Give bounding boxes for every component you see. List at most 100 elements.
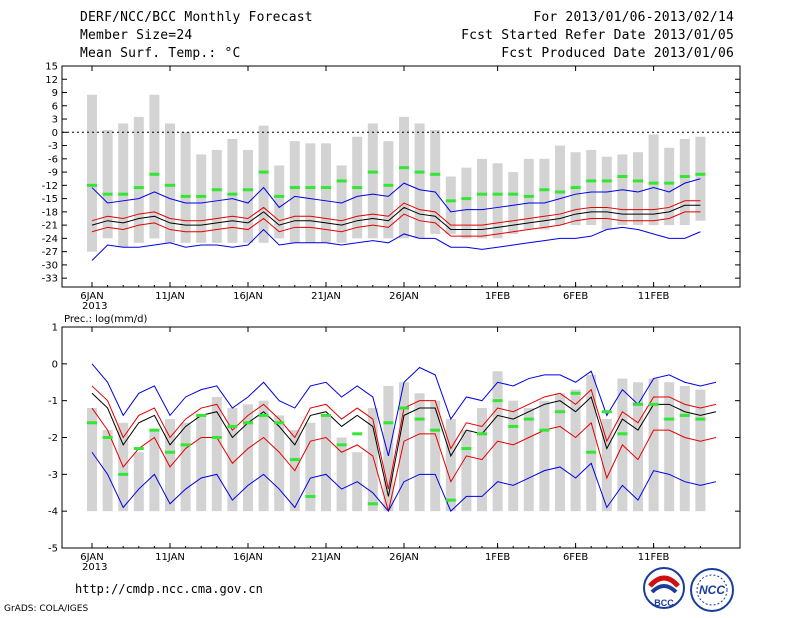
ensemble-spread-bar: [227, 408, 238, 512]
observed-marker: [461, 447, 472, 451]
observed-marker: [258, 170, 269, 174]
ensemble-spread-bar: [586, 149, 597, 226]
x-tick-label: 16JAN: [233, 552, 263, 563]
observed-marker: [352, 186, 363, 190]
series-line-inner_lower: [91, 407, 717, 512]
ensemble-spread-bar: [570, 389, 581, 512]
ensemble-spread-bar: [679, 385, 690, 512]
observed-marker: [430, 172, 441, 176]
observed-marker: [601, 179, 612, 183]
ensemble-spread-bar: [430, 130, 441, 234]
ensemble-spread-bar: [555, 393, 565, 512]
y-tick-label: 0: [52, 359, 58, 370]
ensemble-spread-bar: [196, 154, 207, 243]
ensemble-spread-bar: [118, 123, 129, 248]
observed-marker: [679, 175, 690, 178]
observed-marker: [664, 181, 675, 185]
observed-marker: [648, 181, 659, 185]
year-label: 2013: [82, 562, 107, 573]
x-tick-label: 1FEB: [485, 552, 510, 563]
y-tick-label: 1: [52, 323, 58, 334]
ensemble-spread-bar: [664, 382, 675, 512]
variable-label: Mean Surf. Temp.: °C: [80, 46, 241, 61]
year-label: 2013: [82, 301, 107, 312]
series-line-inner_lower: [91, 211, 701, 237]
ensemble-spread-bar: [523, 158, 534, 230]
ensemble-spread-bar: [477, 158, 487, 239]
ensemble-spread-bar: [633, 382, 643, 512]
ensemble-spread-bar: [211, 149, 222, 243]
observed-marker: [321, 186, 331, 190]
observed-marker: [87, 183, 97, 187]
observed-marker: [679, 413, 690, 417]
y-tick-label: -5: [48, 544, 58, 555]
observed-marker: [508, 424, 519, 428]
y-tick-label: -3: [48, 470, 58, 481]
ensemble-spread-bar: [196, 415, 207, 512]
ensemble-spread-bar: [336, 437, 347, 512]
observed-marker: [274, 421, 285, 425]
observed-marker: [227, 192, 238, 196]
ensemble-spread-bar: [321, 415, 331, 512]
observed-marker: [227, 424, 238, 428]
x-tick-label: 11FEB: [638, 291, 670, 302]
observed-marker: [492, 399, 503, 403]
ensemble-spread-bar: [243, 404, 253, 512]
ensemble-spread-bar: [258, 400, 269, 512]
forecast-range: For 2013/01/06-2013/02/14: [533, 10, 734, 25]
member-size: Member Size=24: [80, 28, 193, 43]
x-tick-label: 11FEB: [638, 552, 670, 563]
x-tick-label: 21JAN: [311, 552, 341, 563]
y-tick-label: -33: [42, 274, 58, 285]
y-tick-label: 6: [52, 101, 58, 112]
y-tick-label: 3: [52, 115, 58, 126]
observed-marker: [196, 413, 207, 417]
observed-marker: [336, 179, 347, 183]
x-tick-label: 1FEB: [485, 291, 510, 302]
observed-marker: [133, 447, 144, 451]
observed-marker: [383, 183, 394, 187]
observed-marker: [305, 186, 316, 190]
observed-marker: [555, 410, 565, 414]
ensemble-spread-bar: [87, 94, 97, 252]
ensemble-spread-bar: [539, 158, 550, 230]
ensemble-spread-bar: [508, 172, 519, 234]
y-tick-label: -18: [42, 207, 58, 218]
observed-marker: [274, 194, 285, 198]
observed-marker: [305, 494, 316, 498]
observed-marker: [633, 179, 643, 183]
ensemble-spread-bar: [383, 141, 394, 239]
observed-marker: [695, 417, 706, 421]
observed-marker: [165, 183, 175, 187]
observed-marker: [539, 188, 550, 192]
observed-marker: [648, 402, 659, 406]
observed-marker: [523, 194, 534, 198]
ensemble-spread-bar: [461, 430, 472, 512]
observed-marker: [477, 432, 487, 436]
y-tick-label: 12: [45, 75, 58, 86]
ensemble-spread-bar: [305, 143, 316, 243]
ensemble-spread-bar: [664, 147, 675, 226]
bcc-logo: BCC: [643, 567, 685, 609]
ensemble-spread-bar: [492, 163, 503, 239]
observed-marker: [523, 417, 534, 421]
series-line-mean: [91, 204, 701, 231]
x-tick-label: 26JAN: [389, 552, 419, 563]
observed-marker: [258, 413, 269, 417]
observed-marker: [617, 175, 628, 178]
ensemble-spread-bar: [367, 408, 378, 512]
x-tick-label: 11JAN: [155, 552, 185, 563]
ensemble-spread-bar: [133, 452, 144, 512]
ensemble-spread-bar: [414, 393, 425, 512]
x-tick-label: 6JAN: [80, 552, 103, 563]
source-url[interactable]: http://cmdp.ncc.cma.gov.cn: [75, 582, 263, 596]
y-tick-label: -4: [48, 507, 58, 518]
ensemble-spread-bar: [149, 430, 160, 512]
ensemble-spread-bar: [165, 419, 175, 512]
ensemble-spread-bar: [367, 123, 378, 239]
ncc-logo-text: NCC: [699, 583, 725, 597]
fcst-produced-date: Fcst Produced Date 2013/01/06: [501, 46, 734, 61]
ensemble-spread-bar: [180, 132, 191, 243]
observed-marker: [289, 186, 300, 190]
